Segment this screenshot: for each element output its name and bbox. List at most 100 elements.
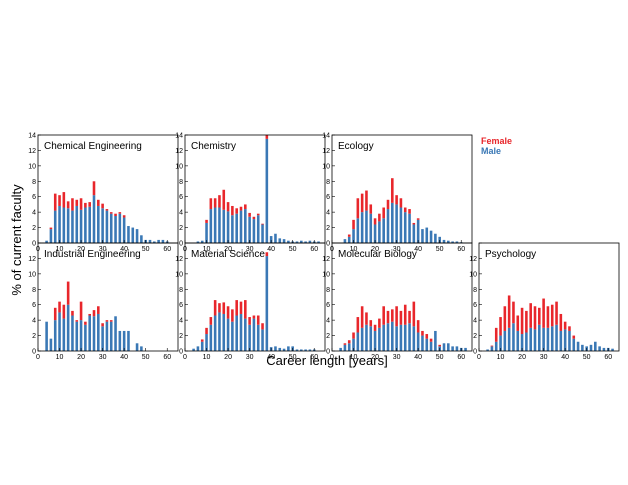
bars-ecology <box>343 178 463 243</box>
bar-male <box>369 213 373 243</box>
bar-female <box>265 252 269 257</box>
bar-male <box>62 207 66 243</box>
y-axis-label: % of current faculty <box>9 184 24 296</box>
bar-male <box>278 238 282 243</box>
bar-male <box>308 349 312 351</box>
bar-female <box>92 181 96 196</box>
bar-male <box>425 227 429 243</box>
bar-male <box>352 229 355 243</box>
bar-female <box>378 213 381 222</box>
bar-male <box>412 224 416 243</box>
bar-female <box>425 334 429 339</box>
y-tick-label: 12 <box>175 256 183 263</box>
x-tick-label: 50 <box>142 246 150 253</box>
y-tick-label: 8 <box>326 287 330 294</box>
bar-female <box>533 306 537 330</box>
bar-female <box>84 321 87 325</box>
bar-female <box>105 209 109 211</box>
bar-male <box>442 239 446 243</box>
x-tick-label: 10 <box>350 246 358 253</box>
bar-female <box>218 303 221 313</box>
bar-male <box>218 312 221 351</box>
bar-male <box>105 321 109 351</box>
x-tick-label: 50 <box>583 354 591 361</box>
x-tick-label: 30 <box>393 354 401 361</box>
bar-male <box>97 313 100 351</box>
legend-female: Female <box>481 136 512 146</box>
bar-male <box>256 215 260 243</box>
bar-male <box>339 347 342 351</box>
plot-frame <box>331 242 473 352</box>
x-axis-label: Career length [years] <box>266 353 387 368</box>
bar-male <box>235 315 238 351</box>
y-tick-label: 10 <box>175 271 183 278</box>
bar-male <box>235 213 238 243</box>
bar-male <box>347 236 351 243</box>
bar-female <box>235 300 238 316</box>
bar-female <box>386 199 390 210</box>
x-tick-label: 30 <box>99 246 107 253</box>
bar-male <box>79 209 83 243</box>
bar-female <box>222 189 226 210</box>
y-tick-label: 4 <box>179 210 183 217</box>
bar-male <box>438 236 441 243</box>
bar-female <box>365 190 368 211</box>
bar-male <box>542 327 545 351</box>
bar-male <box>408 323 411 351</box>
y-tick-label: 0 <box>326 349 330 356</box>
panel-material-science: Material Science 0 10 20 30 40 50 60 0 2 4 6 8 10 12 <box>175 242 326 361</box>
bar-female <box>369 204 373 214</box>
bar-female <box>213 198 217 208</box>
bar-male <box>226 318 230 351</box>
bar-male <box>538 324 541 351</box>
bar-female <box>568 326 571 331</box>
bar-female <box>256 213 260 216</box>
bar-male <box>581 344 584 351</box>
bar-male <box>386 323 390 351</box>
bar-female <box>79 198 83 210</box>
bar-female <box>265 135 269 139</box>
plot-frame <box>37 242 179 352</box>
bar-male <box>161 239 165 243</box>
y-tick-label: 6 <box>326 194 330 201</box>
bar-male <box>425 338 429 351</box>
y-tick-label: 8 <box>473 287 477 294</box>
bar-male <box>274 233 277 243</box>
bar-male <box>520 334 524 351</box>
bar-male <box>265 256 269 351</box>
bar-female <box>360 306 364 328</box>
bar-female <box>239 301 243 314</box>
y-tick-label: 8 <box>32 179 36 186</box>
y-tick-label: 2 <box>326 225 330 232</box>
bar-male <box>378 327 381 351</box>
bar-male <box>58 312 61 351</box>
bar-female <box>75 320 79 322</box>
y-tick-label: 0 <box>179 241 183 248</box>
panel-molecular-biology: Molecular Biology 0 10 20 30 40 50 60 0 2 4 6 8 10 12 <box>322 242 473 361</box>
bar-male <box>135 229 139 243</box>
bar-male <box>244 318 247 351</box>
bar-female <box>79 301 83 321</box>
bar-female <box>429 338 433 342</box>
bar-male <box>222 209 226 243</box>
bar-female <box>71 310 74 316</box>
bar-male <box>196 346 200 351</box>
bar-male <box>602 347 606 351</box>
bar-female <box>412 301 416 327</box>
bar-male <box>408 213 411 243</box>
bar-female <box>49 227 53 230</box>
bar-male <box>231 321 234 351</box>
bar-male <box>192 348 195 351</box>
x-tick-label: 30 <box>99 354 107 361</box>
x-tick-label: 20 <box>518 354 526 361</box>
bar-male <box>317 241 320 243</box>
bar-female <box>235 208 238 214</box>
bar-male <box>360 327 364 351</box>
y-tick-label: 14 <box>28 133 36 140</box>
bar-female <box>391 309 394 322</box>
bar-female <box>382 207 385 219</box>
bar-female <box>507 295 511 328</box>
y-tick-label: 0 <box>32 241 36 248</box>
bar-male <box>140 235 143 243</box>
